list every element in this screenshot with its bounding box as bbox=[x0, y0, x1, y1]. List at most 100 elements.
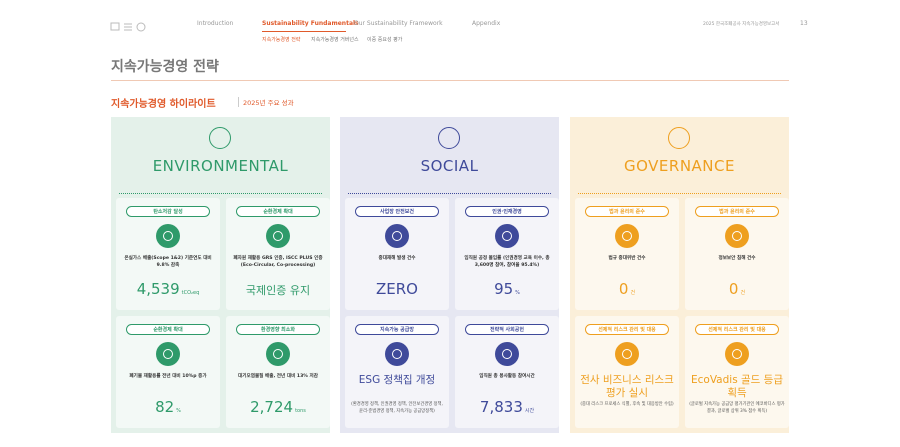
card-tag: 사업장 안전보건 bbox=[355, 206, 439, 217]
column: GOVERNANCE 법과 윤리의 준수 법규 중대위반 건수 0 건 법과 윤리의 준수… bbox=[570, 117, 789, 433]
column-divider bbox=[348, 193, 551, 194]
separator bbox=[238, 97, 239, 107]
card-icon bbox=[615, 224, 639, 248]
highlight-card: 선제적 리스크 관리 및 대응 EcoVadis 골드 등급 획득 (글로벌 지속가… bbox=[685, 316, 789, 428]
card-value-wrap: 국제인증 유지 bbox=[226, 280, 330, 298]
card-description: 법규 중대위반 건수 bbox=[608, 256, 646, 261]
card-icon bbox=[495, 342, 519, 366]
card-icon bbox=[725, 224, 749, 248]
column-icon bbox=[209, 127, 231, 149]
card-value-wrap: 2,724 tons bbox=[226, 398, 330, 416]
card-tag: 전략적 사회공헌 bbox=[465, 324, 549, 335]
column-heading: ENVIRONMENTAL bbox=[152, 157, 289, 175]
nav-item[interactable]: Appendix bbox=[472, 20, 501, 27]
column-heading: GOVERNANCE bbox=[624, 157, 735, 175]
card-description: 온실가스 배출(Scope 1&2) 기준연도 대비 9.8% 감축 bbox=[124, 256, 212, 268]
icon-svg bbox=[110, 22, 146, 32]
highlight-card: 순환경제 확대 폐기물 재활용률 전년 대비 10%p 증가 82% bbox=[116, 316, 220, 428]
card-tag: 환경영향 최소화 bbox=[236, 324, 320, 335]
card-tag: 탄소저감 달성 bbox=[126, 206, 210, 217]
card-icon bbox=[615, 342, 639, 366]
card-description: 대기오염물질 배출, 전년 대비 13% 저감 bbox=[238, 374, 318, 379]
card-value: 0 bbox=[618, 280, 629, 298]
nav-underline bbox=[262, 31, 346, 32]
card-value-wrap: ZERO bbox=[345, 280, 449, 298]
card-description: 임직원 총 봉사활동 참여시간 bbox=[479, 374, 535, 379]
card-tag: 선제적 리스크 관리 및 대응 bbox=[585, 324, 669, 335]
card-value: ZERO bbox=[376, 280, 418, 298]
card-value: 95 bbox=[494, 280, 514, 298]
card-value: 82 bbox=[155, 398, 175, 416]
card-icon bbox=[266, 342, 290, 366]
card-tag: 인권·인재경영 bbox=[465, 206, 549, 217]
card-value: 0 bbox=[728, 280, 739, 298]
nav-item[interactable]: Sustainability Fundamentals bbox=[262, 20, 359, 27]
card-value: 4,539 bbox=[136, 280, 180, 298]
nav-item[interactable]: Introduction bbox=[197, 20, 234, 27]
column-heading: SOCIAL bbox=[420, 157, 479, 175]
card-unit: tCO₂eq bbox=[181, 290, 200, 296]
card-tag: 순환경제 확대 bbox=[236, 206, 320, 217]
subnav-item[interactable]: 지속가능경영 전략 bbox=[262, 37, 301, 43]
highlight-card: 지속가능 공급망 ESG 정책집 개정 (환경경영 정책, 인권경영 정책, 안전보… bbox=[345, 316, 449, 428]
card-value: 국제인증 유지 bbox=[245, 284, 311, 297]
card-value-wrap: 82% bbox=[116, 398, 220, 416]
card-unit: tons bbox=[295, 408, 306, 414]
card-note: (글로벌 지속가능 공급망 평가기관인 에코바디스 평가 결과, 글로벌 상위 … bbox=[689, 402, 785, 414]
card-description: 중대재해 발생 건수 bbox=[378, 256, 416, 261]
column-icon bbox=[438, 127, 460, 149]
home-icons[interactable] bbox=[110, 17, 150, 32]
card-note: (중대 리스크 프로세스 식별, 후속 및 대응방안 수립) bbox=[580, 402, 674, 407]
card-tag: 지속가능 공급망 bbox=[355, 324, 439, 335]
card-icon bbox=[156, 342, 180, 366]
report-name: 2025 한국조폐공사 지속가능경영보고서 bbox=[703, 22, 780, 27]
card-description: 폐자원 재활용 GRS 인증, ISCC PLUS 인증 (Eco-Circul… bbox=[233, 256, 323, 268]
card-icon bbox=[385, 342, 409, 366]
card-tag: 순환경제 확대 bbox=[126, 324, 210, 335]
column-icon bbox=[668, 127, 690, 149]
card-unit: 건 bbox=[740, 290, 746, 296]
card-icon bbox=[495, 224, 519, 248]
card-value-wrap: 7,833 시간 bbox=[455, 398, 559, 416]
card-unit: 건 bbox=[630, 290, 636, 296]
section-subheading: 2025년 주요 성과 bbox=[243, 99, 294, 107]
card-value: 7,833 bbox=[479, 398, 523, 416]
card-icon bbox=[266, 224, 290, 248]
card-headline: ESG 정책집 개정 bbox=[358, 374, 436, 386]
card-note: (환경경영 정책, 인권경영 정책, 안전보건경영 정책, 윤리·준법경영 정책… bbox=[351, 402, 443, 414]
card-tag: 법과 윤리의 준수 bbox=[695, 206, 779, 217]
card-headline: EcoVadis 골드 등급 획득 bbox=[690, 374, 783, 399]
card-tag: 법과 윤리의 준수 bbox=[585, 206, 669, 217]
subnav-item[interactable]: 이중 중요성 평가 bbox=[367, 37, 403, 43]
card-tag: 선제적 리스크 관리 및 대응 bbox=[695, 324, 779, 335]
section-heading: 지속가능경영 하이라이트 bbox=[111, 99, 216, 110]
card-icon bbox=[385, 224, 409, 248]
card-icon bbox=[725, 342, 749, 366]
card-unit: % bbox=[515, 290, 520, 296]
card-description: 임직원 공정 몰입률 (인권경영 교육 이수, 총 3,600명 참여, 참여율… bbox=[464, 256, 550, 268]
card-headline: 전사 비즈니스 리스크 평가 실시 bbox=[580, 374, 674, 399]
nav-item[interactable]: Our Sustainability Framework bbox=[354, 20, 443, 27]
card-unit: % bbox=[176, 408, 181, 414]
card-value: 2,724 bbox=[250, 398, 294, 416]
card-description: 정보보안 침해 건수 bbox=[718, 256, 756, 261]
page-number: 13 bbox=[800, 20, 808, 27]
subnav-item[interactable]: 지속가능경영 거버넌스 bbox=[311, 37, 359, 43]
page-title: 지속가능경영 전략 bbox=[111, 59, 219, 75]
card-value-wrap: 95% bbox=[455, 280, 559, 298]
card-value-wrap: 4,539 tCO₂eq bbox=[116, 280, 220, 298]
